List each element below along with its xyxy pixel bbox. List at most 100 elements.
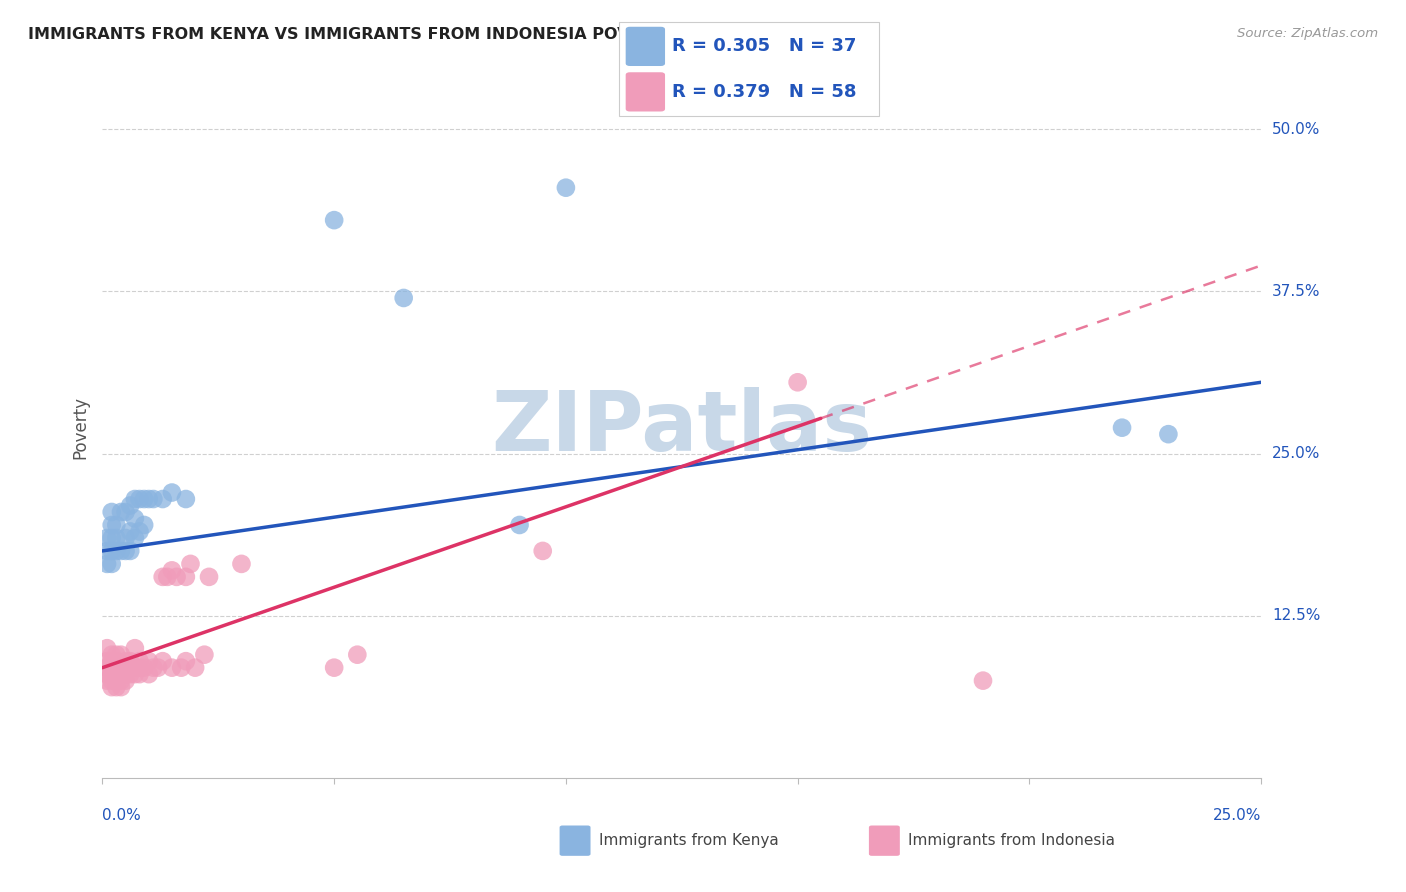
Point: [100, 505, 122, 519]
Point: [128, 491, 150, 506]
Text: 50.0%: 50.0%: [1272, 122, 1320, 136]
Point: [110, 661, 132, 675]
Point: [105, 667, 128, 681]
Point: [554, 180, 576, 194]
Point: [509, 518, 531, 533]
Text: R = 0.305   N = 37: R = 0.305 N = 37: [672, 37, 856, 55]
Point: [134, 491, 156, 506]
Point: [124, 531, 146, 545]
Point: [152, 654, 174, 668]
Point: [134, 661, 156, 675]
Point: [346, 648, 368, 662]
Point: [124, 661, 146, 675]
Point: [1111, 420, 1133, 434]
Text: Immigrants from Indonesia: Immigrants from Indonesia: [908, 833, 1115, 848]
Point: [323, 661, 346, 675]
Point: [531, 544, 554, 558]
Point: [138, 491, 160, 506]
Point: [96, 557, 118, 571]
Point: [96, 654, 118, 668]
Point: [114, 661, 136, 675]
Y-axis label: Poverty: Poverty: [72, 396, 89, 459]
Point: [120, 661, 142, 675]
Point: [160, 661, 183, 675]
Point: [179, 557, 201, 571]
Point: [786, 376, 808, 390]
Point: [110, 680, 132, 694]
Text: R = 0.379   N = 58: R = 0.379 N = 58: [672, 83, 856, 101]
Point: [1157, 427, 1180, 442]
Point: [100, 680, 122, 694]
Point: [114, 505, 136, 519]
Text: 12.5%: 12.5%: [1272, 608, 1320, 624]
Point: [114, 673, 136, 688]
Point: [972, 673, 994, 688]
Point: [174, 491, 197, 506]
Text: 25.0%: 25.0%: [1213, 808, 1261, 823]
Point: [174, 654, 197, 668]
Point: [128, 667, 150, 681]
Text: 0.0%: 0.0%: [103, 808, 141, 823]
Point: [100, 673, 122, 688]
Point: [114, 667, 136, 681]
Point: [96, 667, 118, 681]
Text: Immigrants from Kenya: Immigrants from Kenya: [599, 833, 779, 848]
Point: [142, 491, 165, 506]
Point: [114, 654, 136, 668]
Point: [105, 661, 128, 675]
Point: [128, 654, 150, 668]
Point: [124, 511, 146, 525]
Point: [392, 291, 415, 305]
Point: [114, 544, 136, 558]
Point: [138, 667, 160, 681]
Point: [323, 213, 346, 227]
Point: [146, 661, 169, 675]
Point: [100, 654, 122, 668]
Point: [170, 661, 193, 675]
Point: [96, 661, 118, 675]
Point: [100, 667, 122, 681]
Text: Source: ZipAtlas.com: Source: ZipAtlas.com: [1237, 27, 1378, 40]
Point: [100, 557, 122, 571]
Text: IMMIGRANTS FROM KENYA VS IMMIGRANTS FROM INDONESIA POVERTY CORRELATION CHART: IMMIGRANTS FROM KENYA VS IMMIGRANTS FROM…: [28, 27, 872, 42]
Point: [134, 518, 156, 533]
Text: 37.5%: 37.5%: [1272, 284, 1320, 299]
Point: [96, 544, 118, 558]
Point: [105, 544, 128, 558]
Point: [105, 531, 128, 545]
Point: [174, 570, 197, 584]
Point: [184, 661, 207, 675]
Point: [96, 641, 118, 656]
Point: [96, 531, 118, 545]
Point: [110, 505, 132, 519]
Point: [120, 544, 142, 558]
Point: [105, 648, 128, 662]
Point: [100, 518, 122, 533]
Point: [231, 557, 253, 571]
Point: [166, 570, 188, 584]
Point: [105, 654, 128, 668]
Point: [105, 680, 128, 694]
Point: [120, 499, 142, 513]
Point: [114, 531, 136, 545]
Point: [138, 654, 160, 668]
Point: [100, 544, 122, 558]
Point: [120, 524, 142, 539]
Point: [100, 648, 122, 662]
Point: [152, 570, 174, 584]
Point: [110, 648, 132, 662]
Point: [160, 563, 183, 577]
Point: [156, 570, 179, 584]
Point: [124, 491, 146, 506]
Point: [124, 641, 146, 656]
Point: [100, 661, 122, 675]
Point: [105, 518, 128, 533]
Point: [160, 485, 183, 500]
Point: [120, 667, 142, 681]
Point: [105, 673, 128, 688]
Point: [152, 491, 174, 506]
Text: ZIPatlas: ZIPatlas: [491, 387, 872, 468]
Point: [128, 524, 150, 539]
Point: [110, 544, 132, 558]
Point: [110, 673, 132, 688]
